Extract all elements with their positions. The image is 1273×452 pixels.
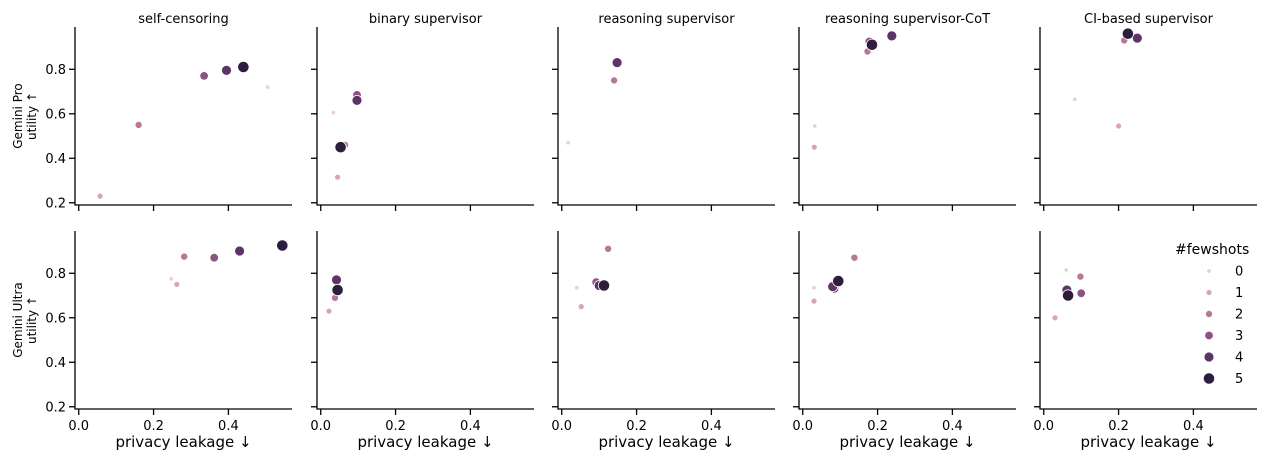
data-point-fewshots-0 [1072,96,1078,102]
x-tick-label: 0.0 [551,419,572,434]
data-point-fewshots-1 [810,297,818,305]
data-point-fewshots-0 [1063,267,1069,273]
legend-label-5: 5 [1235,372,1243,387]
y-tick-label: 0.4 [45,152,66,167]
x-tick-label: 0.4 [460,419,481,434]
data-point-fewshots-1 [1051,314,1059,322]
x-tick-label: 0.2 [1108,419,1129,434]
data-point-fewshots-1 [325,307,333,315]
data-point-fewshots-5 [276,239,289,252]
data-point-fewshots-4 [611,57,623,68]
data-point-fewshots-2 [1076,272,1085,281]
data-point-fewshots-1 [96,192,104,200]
data-point-fewshots-2 [134,120,143,129]
data-point-fewshots-5 [1121,27,1135,40]
x-axis-title: privacy leakage ↓ [115,433,251,451]
y-tick-label: 0.2 [45,196,66,211]
x-tick-label: 0.2 [385,419,406,434]
data-point-fewshots-1 [334,173,342,181]
data-point-fewshots-4 [221,65,232,76]
data-point-fewshots-4 [1131,32,1143,44]
panel-title-1: self-censoring [138,12,229,27]
panel-title-3: reasoning supervisor [598,12,735,27]
panel-title-4: reasoning supervisor-CoT [825,12,990,27]
data-point-fewshots-4 [331,274,342,286]
y-tick-label: 0.4 [45,356,66,371]
legend-label-2: 2 [1235,308,1243,323]
x-tick-label: 0.2 [626,419,647,434]
x-axis-title: privacy leakage ↓ [357,433,493,451]
data-point-fewshots-3 [1076,288,1086,299]
legend-title: #fewshots [1175,242,1249,258]
data-point-fewshots-4 [234,245,246,257]
data-point-fewshots-0 [574,285,580,291]
legend-marker-4 [1203,351,1215,363]
data-point-fewshots-5 [832,274,845,288]
legend-label-3: 3 [1235,329,1243,344]
x-tick-label: 0.4 [701,419,722,434]
row-label-line: Gemini Pro [11,83,25,149]
data-point-fewshots-4 [351,95,363,106]
panel-title-2: binary supervisor [369,12,483,27]
x-tick-label: 0.0 [792,419,813,434]
x-tick-label: 0.4 [1183,419,1204,434]
x-tick-label: 0.2 [867,419,888,434]
x-axis-title: privacy leakage ↓ [1080,433,1216,451]
data-point-fewshots-0 [168,276,174,282]
data-point-fewshots-0 [565,139,571,146]
y-tick-label: 0.8 [45,63,66,78]
data-point-fewshots-5 [331,283,344,297]
data-point-fewshots-2 [180,252,189,261]
panel-title-5: CI-based supervisor [1084,12,1214,27]
x-tick-label: 0.4 [942,419,963,434]
y-tick-label: 0.8 [45,267,66,282]
data-point-fewshots-2 [604,244,613,253]
row-label-line: Gemini Ultra [11,282,25,358]
y-tick-label: 0.2 [45,400,66,415]
row-label-2: Gemini Ultrautility ↑ [11,282,39,358]
row-label-1: Gemini Proutility ↑ [11,83,39,149]
data-point-fewshots-3 [199,71,209,81]
y-tick-label: 0.6 [45,311,66,326]
data-point-fewshots-5 [334,141,347,154]
data-point-fewshots-2 [610,76,619,85]
data-point-fewshots-3 [209,253,219,263]
legend-marker-3 [1204,330,1214,341]
legend-marker-2 [1205,309,1214,318]
data-point-fewshots-0 [812,123,818,129]
data-point-fewshots-1 [810,143,818,151]
row-label-line: utility ↑ [25,296,39,344]
legend-marker-1 [1205,289,1213,296]
data-point-fewshots-1 [1115,122,1122,130]
data-point-fewshots-5 [1062,289,1075,302]
data-point-fewshots-1 [173,280,181,288]
x-tick-label: 0.2 [143,419,164,434]
data-point-fewshots-5 [237,60,250,74]
data-point-fewshots-2 [850,253,859,262]
row-label-line: utility ↑ [25,92,39,140]
x-tick-label: 0.0 [68,419,89,434]
legend-label-4: 4 [1235,351,1243,366]
x-tick-label: 0.0 [310,419,331,434]
y-tick-label: 0.6 [45,107,66,122]
legend-marker-5 [1202,372,1216,385]
legend-label-1: 1 [1235,286,1243,301]
data-point-fewshots-0 [811,285,817,291]
legend-marker-0 [1206,268,1212,274]
x-axis-title: privacy leakage ↓ [839,433,975,451]
data-point-fewshots-5 [865,38,879,51]
x-axis-title: privacy leakage ↓ [598,433,734,451]
data-point-fewshots-1 [577,303,585,311]
data-point-fewshots-0 [330,109,337,116]
data-point-fewshots-4 [886,30,898,42]
data-point-fewshots-5 [597,279,611,292]
legend-label-0: 0 [1235,265,1243,280]
x-tick-label: 0.0 [1033,419,1054,434]
x-tick-label: 0.4 [218,419,239,434]
data-point-fewshots-0 [265,84,271,90]
